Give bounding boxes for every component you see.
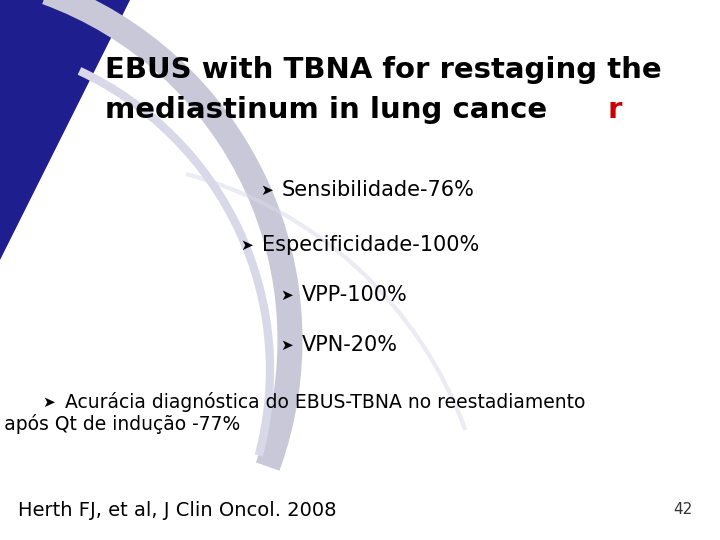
- Text: mediastinum in lung cance: mediastinum in lung cance: [105, 96, 547, 124]
- Text: VPN-20%: VPN-20%: [302, 335, 398, 355]
- Text: ➤: ➤: [280, 338, 293, 353]
- Text: r: r: [608, 96, 622, 124]
- Text: Herth FJ, et al, J Clin Oncol. 2008: Herth FJ, et al, J Clin Oncol. 2008: [18, 501, 336, 519]
- Text: VPP-100%: VPP-100%: [302, 285, 408, 305]
- Text: 42: 42: [674, 503, 693, 517]
- Text: Acurácia diagnóstica do EBUS-TBNA no reestadiamento: Acurácia diagnóstica do EBUS-TBNA no ree…: [65, 392, 585, 412]
- Text: Especificidade-100%: Especificidade-100%: [262, 235, 480, 255]
- Text: ➤: ➤: [280, 287, 293, 302]
- Text: ➤: ➤: [240, 238, 253, 253]
- Text: Sensibilidade-76%: Sensibilidade-76%: [282, 180, 475, 200]
- Text: mediastinal após Qt de indução -77%: mediastinal após Qt de indução -77%: [0, 414, 240, 434]
- Text: ➤: ➤: [42, 395, 55, 409]
- Text: EBUS with TBNA for restaging the: EBUS with TBNA for restaging the: [105, 56, 662, 84]
- Polygon shape: [0, 0, 130, 260]
- Text: ➤: ➤: [260, 183, 273, 198]
